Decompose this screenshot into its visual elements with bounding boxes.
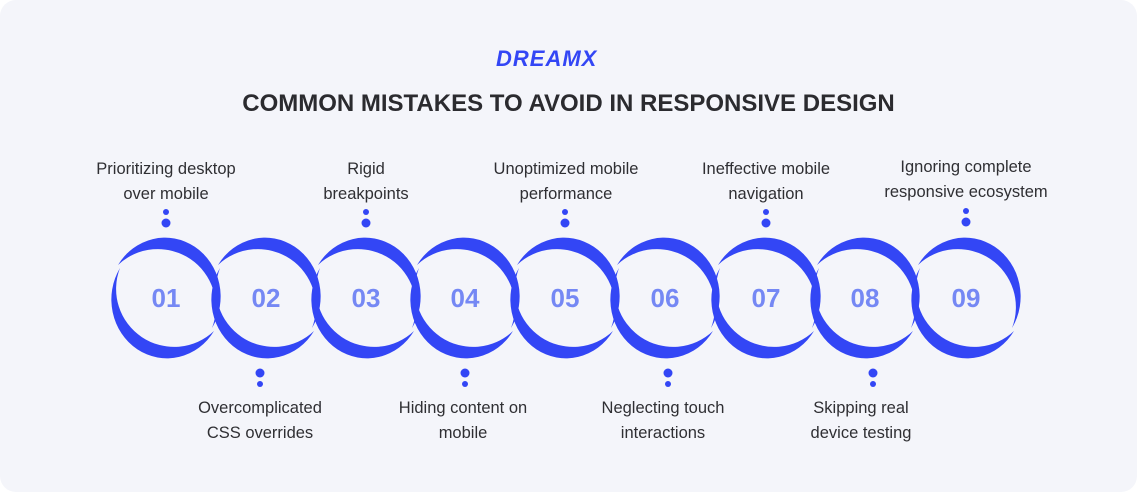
step-label-09: Ignoring complete responsive ecosystem bbox=[866, 155, 1066, 205]
step-label-07: Ineffective mobile navigation bbox=[666, 157, 866, 207]
connector-dots-top bbox=[161, 208, 971, 228]
step-label-line: Prioritizing desktop bbox=[96, 160, 236, 178]
step-label-08: Skipping real device testing bbox=[761, 396, 961, 446]
step-label-02: Overcomplicated CSS overrides bbox=[160, 396, 360, 446]
step-label-03: Rigid breakpoints bbox=[266, 157, 466, 207]
step-label-04: Hiding content on mobile bbox=[363, 396, 563, 446]
step-number-09: 09 bbox=[951, 283, 981, 313]
step-number-02: 02 bbox=[251, 283, 281, 313]
step-number-03: 03 bbox=[351, 283, 381, 313]
step-label-line: Neglecting touch bbox=[601, 399, 725, 417]
step-label-line: breakpoints bbox=[323, 185, 409, 203]
connector-dots-bottom bbox=[255, 368, 878, 387]
step-label-05: Unoptimized mobile performance bbox=[466, 157, 666, 207]
step-number-04: 04 bbox=[450, 283, 480, 313]
step-label-01: Prioritizing desktop over mobile bbox=[66, 157, 266, 207]
step-label-line: mobile bbox=[438, 424, 488, 442]
step-label-line: Ineffective mobile bbox=[701, 160, 831, 178]
step-label-06: Neglecting touch interactions bbox=[563, 396, 763, 446]
step-number-08: 08 bbox=[850, 283, 880, 313]
step-number-07: 07 bbox=[751, 283, 781, 313]
step-label-line: Rigid bbox=[347, 160, 385, 178]
dreamx-logo: DREAMX bbox=[496, 46, 598, 71]
step-label-line: Hiding content on bbox=[398, 399, 528, 417]
step-label-line: performance bbox=[519, 185, 613, 203]
step-number-05: 05 bbox=[550, 283, 580, 313]
step-label-line: device testing bbox=[810, 424, 912, 442]
step-label-line: over mobile bbox=[123, 185, 209, 203]
page-title: COMMON MISTAKES TO AVOID IN RESPONSIVE D… bbox=[242, 90, 895, 117]
step-label-line: responsive ecosystem bbox=[884, 183, 1048, 201]
step-label-line: Skipping real bbox=[813, 399, 909, 417]
step-label-line: CSS overrides bbox=[206, 424, 314, 442]
step-label-line: Overcomplicated bbox=[198, 399, 322, 417]
step-label-line: interactions bbox=[620, 424, 706, 442]
step-label-line: Ignoring complete bbox=[900, 158, 1032, 176]
step-number-01: 01 bbox=[151, 283, 181, 313]
step-label-line: Unoptimized mobile bbox=[493, 160, 639, 178]
step-number-06: 06 bbox=[650, 283, 680, 313]
step-label-line: navigation bbox=[728, 185, 804, 203]
logo-text: DREAMX bbox=[496, 46, 598, 71]
